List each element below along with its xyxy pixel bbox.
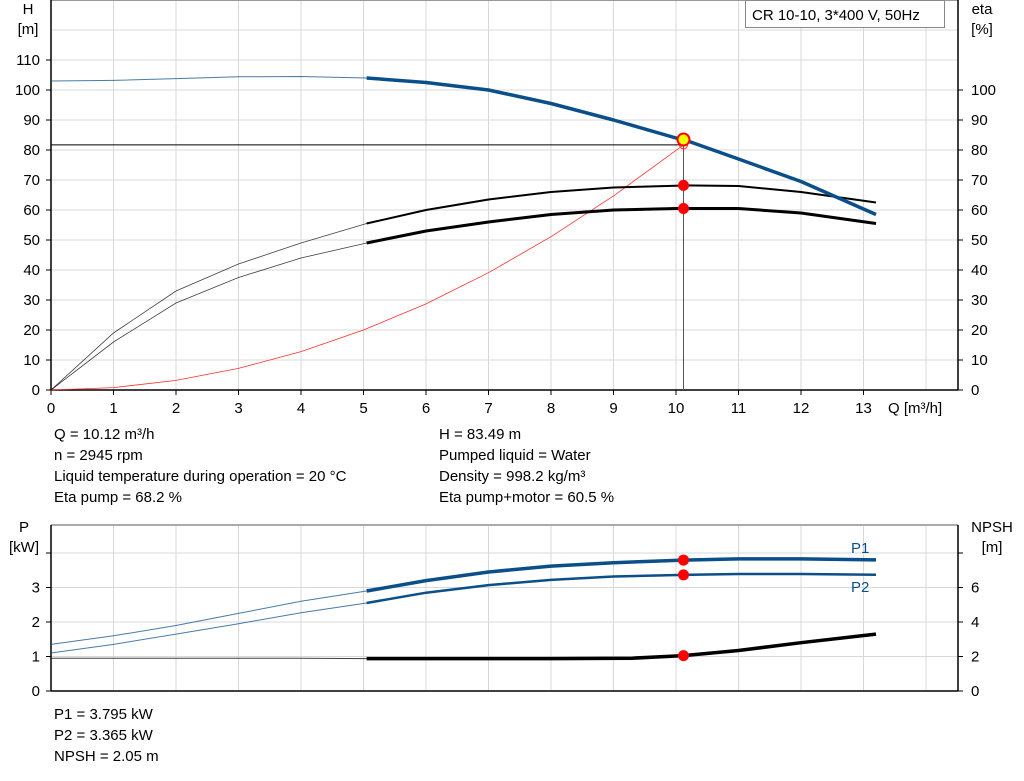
y-tick-label-left: 110 xyxy=(16,52,40,69)
info-liquid: Pumped liquid = Water xyxy=(439,447,591,464)
info-eta-pump-motor: Eta pump+motor = 60.5 % xyxy=(439,489,615,506)
p2-curve xyxy=(366,572,877,605)
x-tick-label: 8 xyxy=(547,400,555,417)
y-axis-label-right-name: eta xyxy=(972,1,994,18)
legend-box xyxy=(745,0,945,28)
y-tick-label-right: 80 xyxy=(971,142,988,159)
info-density: Density = 998.2 kg/m³ xyxy=(439,468,586,485)
y-axis-label-right-unit: [%] xyxy=(971,21,993,38)
x-tick-label: 4 xyxy=(297,400,305,417)
y-tick-label-right: 50 xyxy=(971,232,988,249)
y-axis-label-left-unit: [kW] xyxy=(9,539,39,556)
p1-curve xyxy=(366,557,877,593)
duty-point-marker xyxy=(676,132,691,147)
x-axis-label: Q [m³/h] xyxy=(888,400,942,417)
y-tick-label-left: 80 xyxy=(23,142,40,159)
y-tick-label-right: 60 xyxy=(971,202,988,219)
x-tick-label: 2 xyxy=(172,400,180,417)
head-curve xyxy=(366,76,877,217)
y-axis-label-right-name: NPSH xyxy=(971,519,1013,536)
x-tick-label: 3 xyxy=(234,400,242,417)
x-tick-label: 13 xyxy=(855,400,872,417)
x-tick-label: 7 xyxy=(484,400,492,417)
y-axis-label-left-name: H xyxy=(23,1,34,18)
info-h: H = 83.49 m xyxy=(439,426,522,443)
x-tick-label: 9 xyxy=(609,400,617,417)
y-tick-label-left: 1 xyxy=(32,649,40,666)
y-tick-label-right: 2 xyxy=(971,649,979,666)
y-tick-label-right: 30 xyxy=(971,292,988,309)
y-tick-label-right: 6 xyxy=(971,580,979,597)
p1-series-label: P1 xyxy=(851,540,869,557)
y-tick-label-left: 2 xyxy=(32,614,40,631)
p2-duty-marker xyxy=(678,569,689,581)
y-tick-label-left: 10 xyxy=(23,352,40,369)
p2-series-label: P2 xyxy=(851,579,869,596)
p2-curve-extended xyxy=(50,602,367,654)
eta-pump-curve-extended xyxy=(50,223,367,391)
y-tick-label-right: 100 xyxy=(971,82,996,99)
y-tick-label-right: 90 xyxy=(971,112,988,129)
info-p1: P1 = 3.795 kW xyxy=(54,706,153,723)
y-tick-label-right: 0 xyxy=(971,683,979,700)
y-tick-label-left: 0 xyxy=(32,683,40,700)
x-tick-label: 6 xyxy=(422,400,430,417)
y-axis-label-right-unit: [m] xyxy=(982,539,1003,556)
p1-curve-extended xyxy=(50,590,367,645)
y-tick-label-right: 10 xyxy=(971,352,988,369)
system-curve xyxy=(50,144,684,391)
info-eta-pump: Eta pump = 68.2 % xyxy=(54,489,182,506)
eta-pump-duty-marker xyxy=(678,179,689,191)
y-tick-label-left: 30 xyxy=(23,292,40,309)
x-tick-label: 1 xyxy=(109,400,117,417)
y-tick-label-left: 20 xyxy=(23,322,40,339)
info-temperature: Liquid temperature during operation = 20… xyxy=(54,468,347,485)
info-left: Q = 10.12 m³/h n = 2945 rpm Liquid tempe… xyxy=(54,424,346,508)
p1-duty-marker xyxy=(678,554,689,566)
y-tick-label-right: 40 xyxy=(971,262,988,279)
info-right: H = 83.49 m Pumped liquid = Water Densit… xyxy=(439,424,614,508)
info-bottom: P1 = 3.795 kW P2 = 3.365 kW NPSH = 2.05 … xyxy=(54,704,159,767)
y-axis-label-left-name: P xyxy=(19,519,29,536)
y-tick-label-right: 4 xyxy=(971,614,979,631)
chart-title: CR 10-10, 3*400 V, 50Hz xyxy=(752,7,920,24)
x-tick-label: 11 xyxy=(731,400,747,417)
y-tick-label-left: 70 xyxy=(23,172,40,189)
eta-pump-motor-curve-extended xyxy=(50,242,367,391)
x-tick-label: 12 xyxy=(793,400,810,417)
info-speed: n = 2945 rpm xyxy=(54,447,143,464)
y-tick-label-right: 20 xyxy=(971,322,988,339)
info-p2: P2 = 3.365 kW xyxy=(54,727,153,744)
y-tick-label-left: 0 xyxy=(32,382,40,399)
y-tick-label-left: 50 xyxy=(23,232,40,249)
y-tick-label-left: 40 xyxy=(23,262,40,279)
eta-pump-motor-duty-marker xyxy=(678,203,689,214)
x-tick-label: 5 xyxy=(359,400,367,417)
y-tick-label-right: 0 xyxy=(971,382,979,399)
info-npsh: NPSH = 2.05 m xyxy=(54,748,159,765)
info-q: Q = 10.12 m³/h xyxy=(54,426,155,443)
y-axis-label-left-unit: [m] xyxy=(18,21,39,38)
y-tick-label-left: 90 xyxy=(23,112,40,129)
y-tick-label-right: 70 xyxy=(971,172,988,189)
x-tick-label: 0 xyxy=(47,400,55,417)
y-tick-label-left: 60 xyxy=(23,202,40,219)
y-tick-label-left: 3 xyxy=(32,580,40,597)
x-tick-label: 10 xyxy=(668,400,685,417)
eta-pump-motor-curve xyxy=(366,207,877,245)
eta-pump-curve xyxy=(366,184,877,225)
head-curve-extended xyxy=(50,75,367,82)
npsh-curve xyxy=(366,632,877,661)
y-tick-label-left: 100 xyxy=(15,82,40,99)
npsh-duty-marker xyxy=(678,650,689,662)
